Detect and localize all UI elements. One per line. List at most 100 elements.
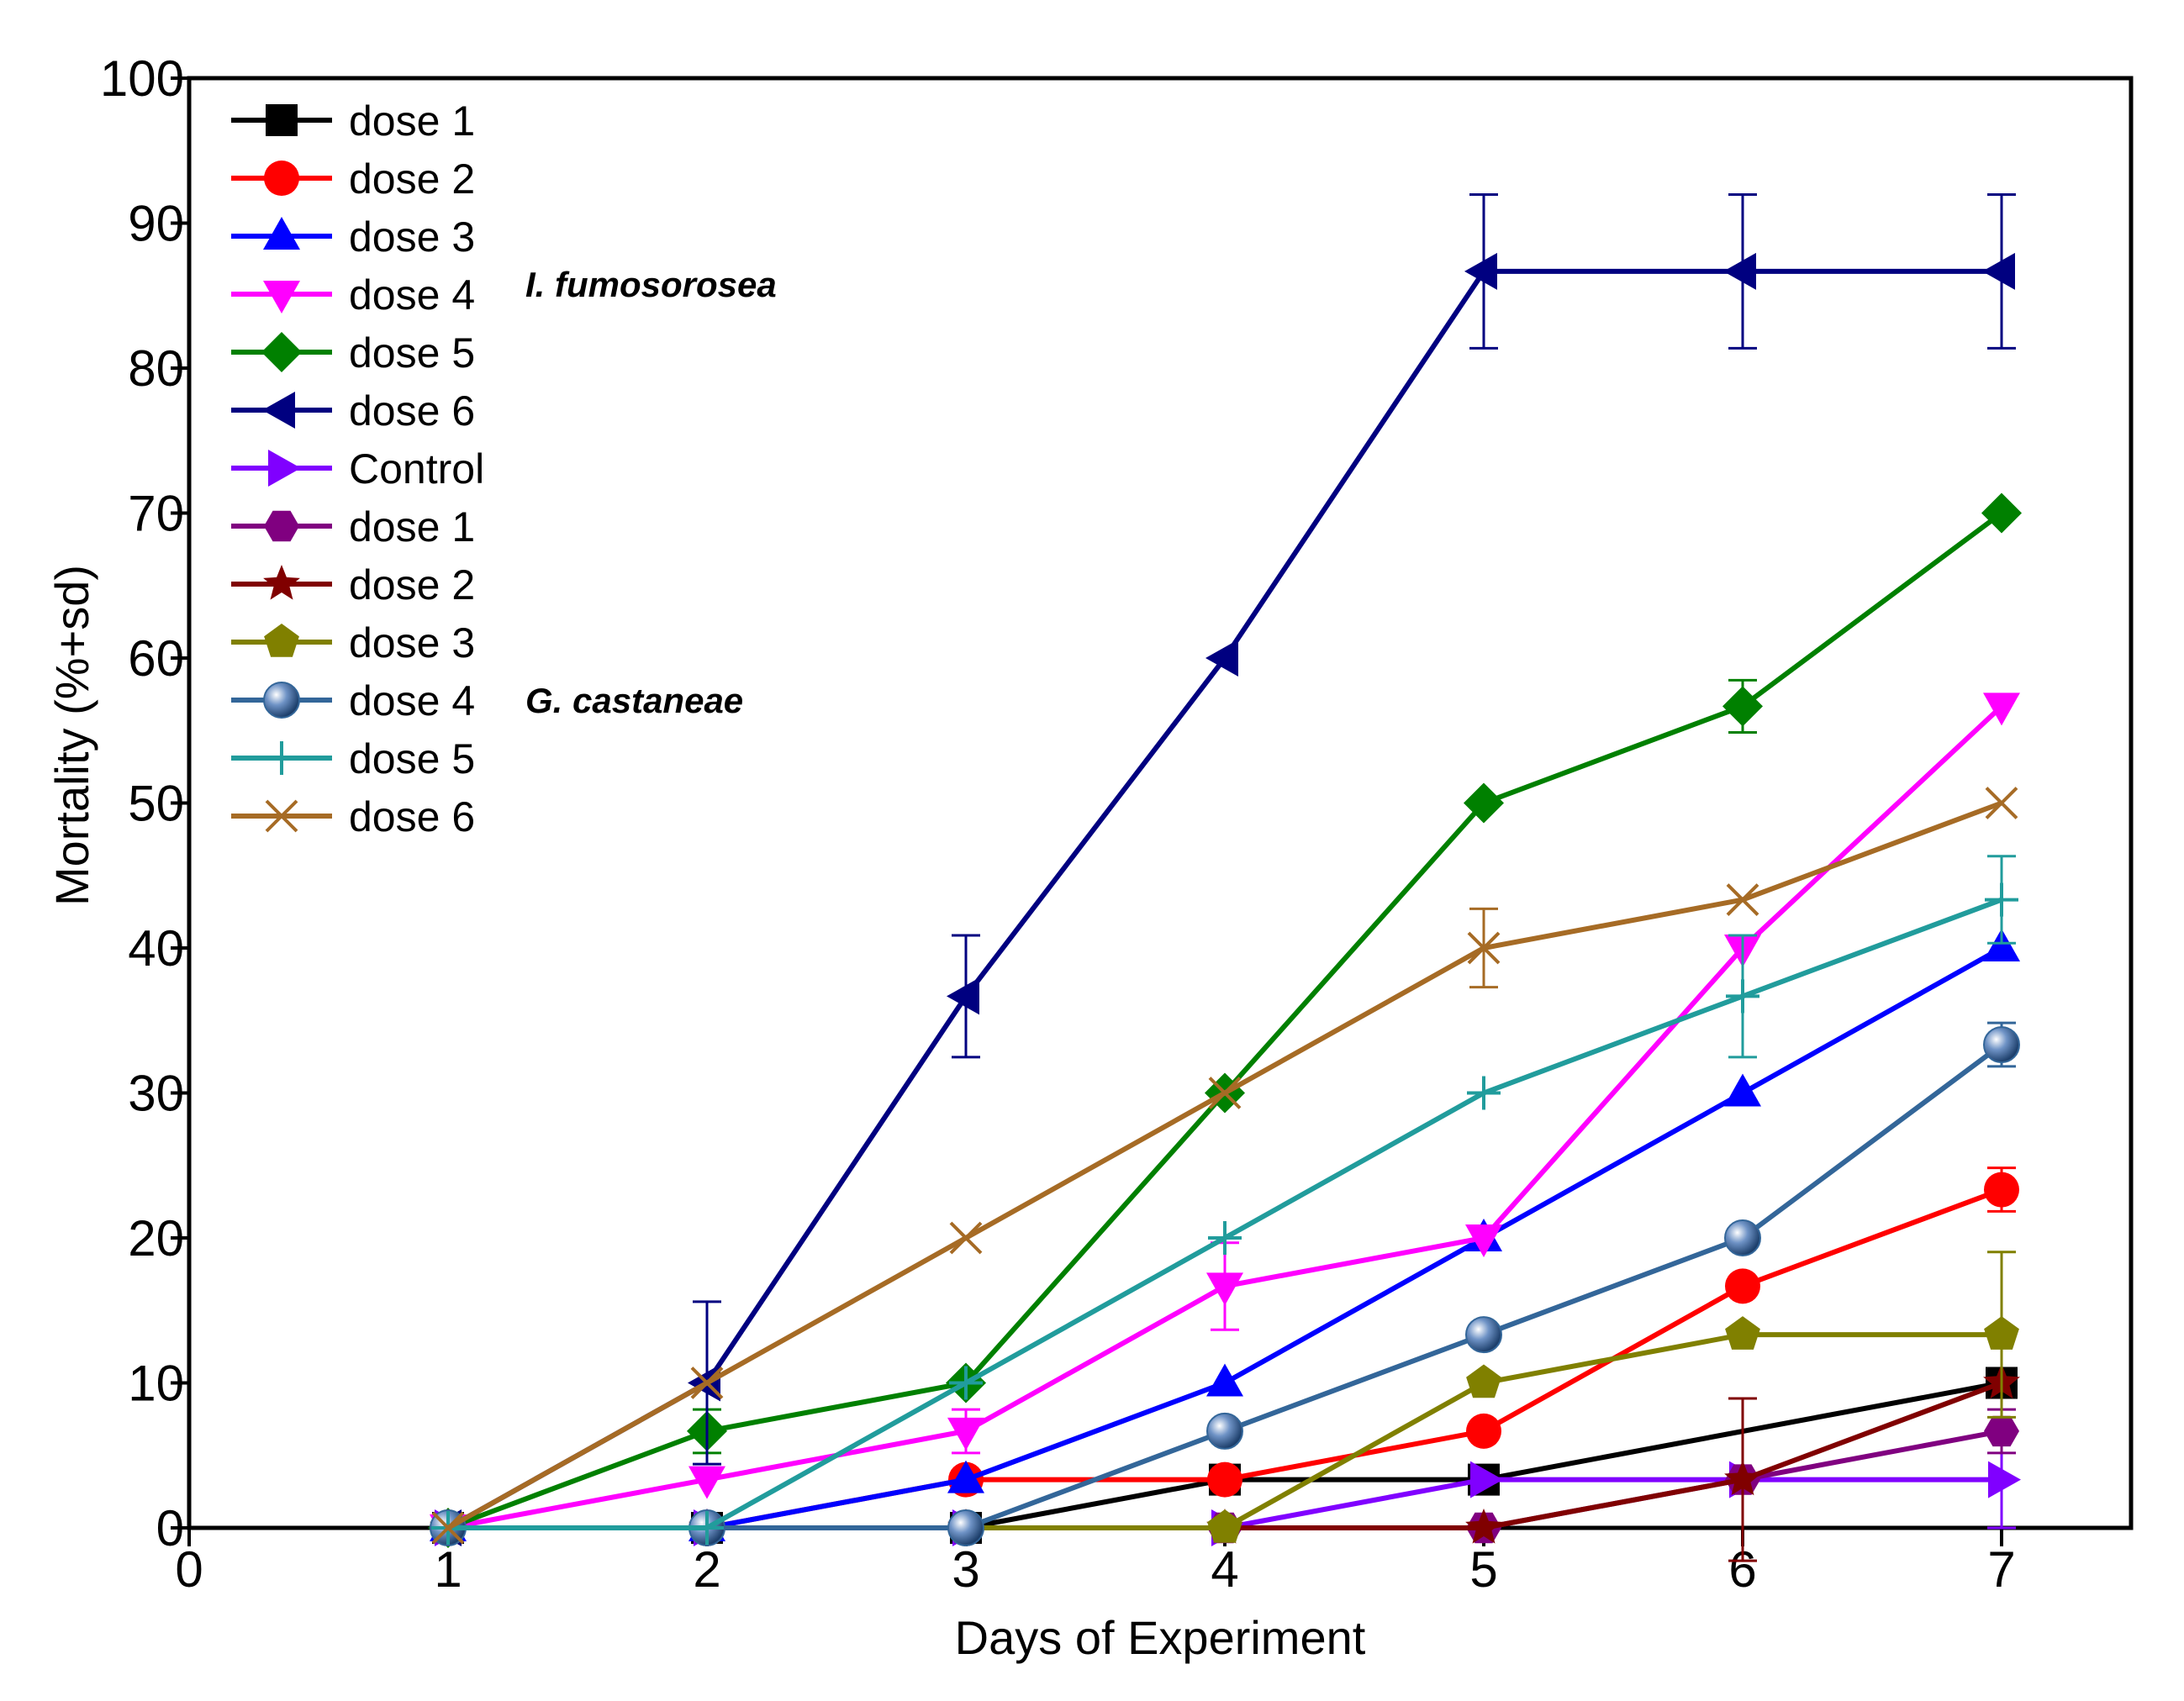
data-point xyxy=(1988,1461,2021,1498)
data-point xyxy=(949,1366,983,1400)
legend-label: dose 3 xyxy=(349,619,475,666)
data-point xyxy=(1724,1219,1761,1256)
data-point xyxy=(690,1511,724,1545)
data-point xyxy=(947,977,979,1015)
data-point xyxy=(947,1460,984,1493)
data-point xyxy=(1465,1316,1502,1354)
data-point xyxy=(947,1417,984,1451)
data-point xyxy=(949,1221,983,1255)
legend-marker xyxy=(263,281,300,313)
data-point xyxy=(1725,1316,1760,1350)
legend-label: dose 4 xyxy=(349,677,475,724)
series-line xyxy=(446,268,2002,1530)
y-axis-title: Mortality (%+sd) xyxy=(45,565,98,906)
y-tick-label: 10 xyxy=(128,1356,184,1412)
legend-marker xyxy=(263,682,300,719)
x-tick-label: 1 xyxy=(434,1541,462,1598)
data-point xyxy=(1983,929,2020,961)
data-point xyxy=(1466,1364,1501,1398)
x-tick-label: 0 xyxy=(175,1541,203,1598)
annotation-g-castaneae: G. castaneae xyxy=(525,681,743,720)
data-point xyxy=(1464,782,1504,824)
legend-label: Control xyxy=(349,445,484,492)
y-tick-label: 60 xyxy=(128,630,184,687)
legend-entry-9: dose 2 xyxy=(231,561,475,608)
legend-label: dose 2 xyxy=(349,155,475,203)
series-line xyxy=(448,1380,2003,1530)
data-point xyxy=(1984,1172,2019,1208)
data-point xyxy=(1724,1073,1761,1107)
data-point xyxy=(1467,1076,1501,1110)
data-point xyxy=(1206,1412,1243,1450)
x-tick-label: 2 xyxy=(693,1541,720,1598)
y-tick-label: 0 xyxy=(156,1500,184,1556)
legend-entry-10: dose 3 xyxy=(231,619,475,666)
legend-marker xyxy=(264,624,299,657)
series-line xyxy=(447,704,2004,1530)
y-tick-label: 70 xyxy=(128,486,184,542)
series-13 xyxy=(431,787,2018,1545)
data-point xyxy=(1208,1077,1242,1109)
legend-entry-12: dose 5 xyxy=(231,735,475,782)
y-tick-label: 100 xyxy=(100,50,184,107)
legend-marker xyxy=(264,161,299,196)
data-point xyxy=(1984,1415,2019,1447)
legend-label: dose 1 xyxy=(349,97,475,145)
data-point xyxy=(1981,492,2022,534)
data-point xyxy=(431,1511,465,1545)
legend-entry-1: dose 1 xyxy=(231,97,475,145)
data-point xyxy=(1464,252,1497,290)
annotation-i-fumosorosea: I. fumosorosea xyxy=(525,265,777,304)
x-tick-label: 5 xyxy=(1469,1541,1497,1598)
data-point xyxy=(1984,1316,2019,1350)
data-point xyxy=(1206,1272,1243,1306)
y-tick-label: 50 xyxy=(128,776,184,832)
legend-label: dose 3 xyxy=(349,213,475,261)
legend-label: dose 4 xyxy=(349,271,475,319)
y-tick-label: 30 xyxy=(128,1066,184,1122)
legend-marker xyxy=(265,799,298,833)
data-point xyxy=(1207,1461,1242,1498)
legend-entry-4: dose 4 xyxy=(231,271,475,319)
series-line xyxy=(448,1380,2002,1530)
legend-label: dose 6 xyxy=(349,387,475,434)
legend-label: dose 1 xyxy=(349,503,475,550)
data-point xyxy=(1466,1413,1501,1449)
legend-marker xyxy=(266,104,298,136)
data-point xyxy=(1723,252,1756,290)
data-point xyxy=(1982,252,2015,290)
data-point xyxy=(1470,1461,1503,1498)
data-point xyxy=(1207,1509,1242,1543)
data-point xyxy=(1206,1363,1243,1397)
legend-marker xyxy=(268,450,301,487)
x-tick-label: 3 xyxy=(952,1541,979,1598)
legend-marker xyxy=(263,565,300,600)
data-point xyxy=(1467,931,1501,965)
x-axis-title: Days of Experiment xyxy=(955,1611,1366,1664)
data-point xyxy=(690,1367,724,1399)
x-tick-label: 4 xyxy=(1211,1541,1238,1598)
x-tick-label: 7 xyxy=(1987,1541,2015,1598)
legend-label: dose 6 xyxy=(349,793,475,840)
legend-marker xyxy=(262,392,295,429)
legend-marker xyxy=(263,217,300,250)
data-point xyxy=(1465,1224,1502,1257)
series-6 xyxy=(429,193,2016,1546)
data-point xyxy=(1985,882,2018,917)
legend-marker xyxy=(264,510,299,542)
data-point xyxy=(1208,1221,1242,1255)
data-point xyxy=(1983,693,2020,726)
legend-entry-13: dose 6 xyxy=(231,793,475,840)
legend-entry-7: Control xyxy=(231,445,484,492)
legend-entry-6: dose 6 xyxy=(231,387,475,434)
data-point xyxy=(947,1509,984,1546)
legend-label: dose 5 xyxy=(349,735,475,782)
legend-marker xyxy=(261,332,302,372)
legend-entry-8: dose 1 xyxy=(231,503,475,550)
data-point xyxy=(1985,787,2018,819)
data-point xyxy=(688,1466,725,1499)
legend-entry-11: dose 4 xyxy=(231,677,475,724)
data-point xyxy=(1725,1268,1760,1304)
